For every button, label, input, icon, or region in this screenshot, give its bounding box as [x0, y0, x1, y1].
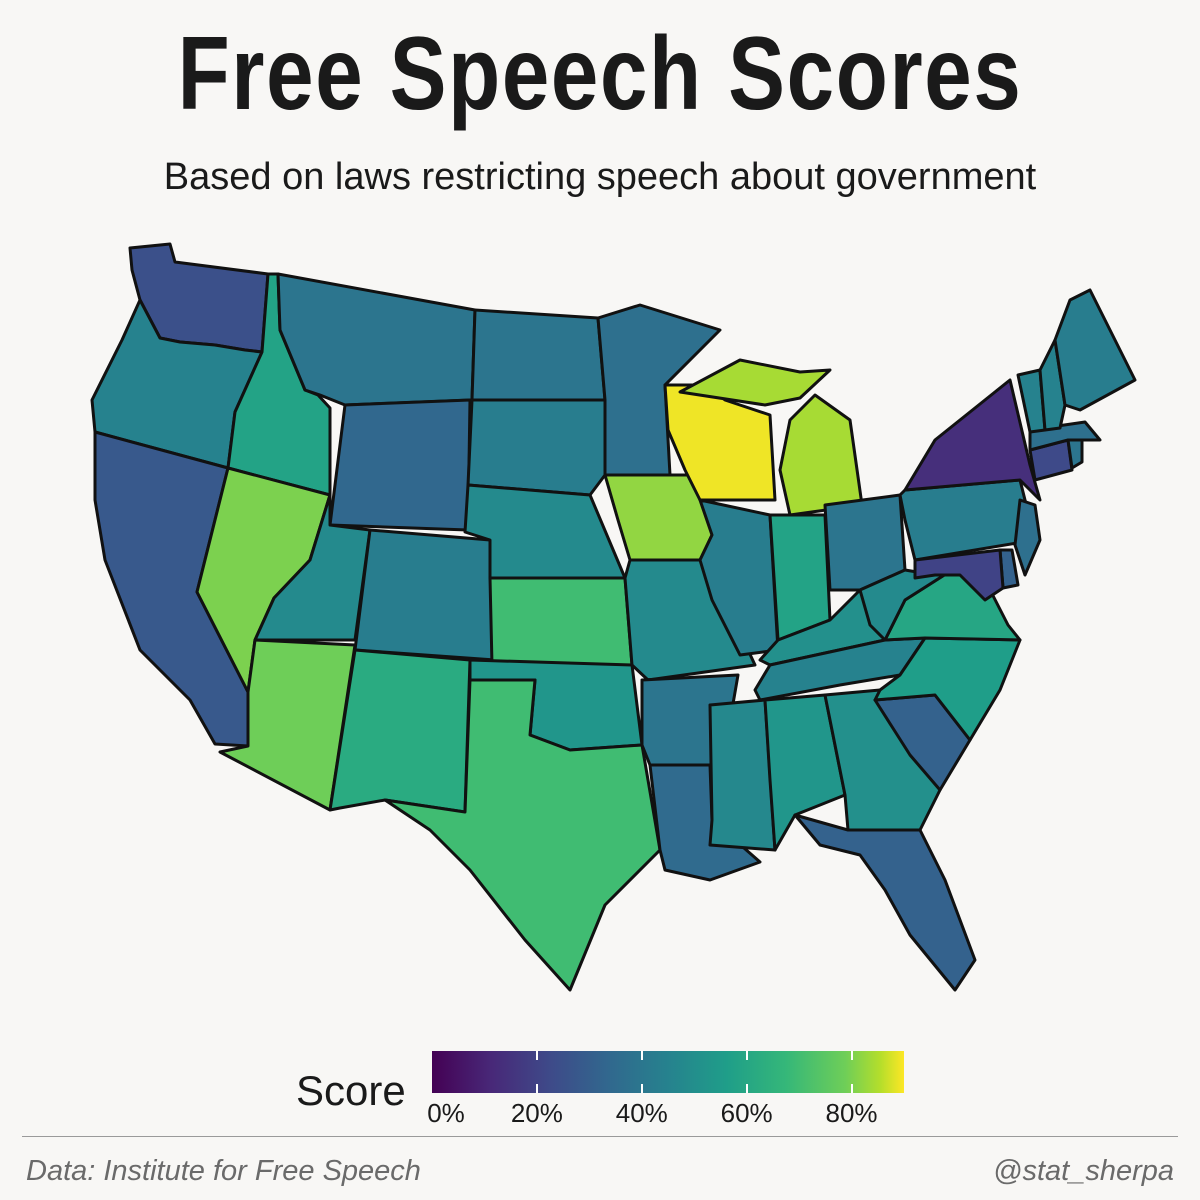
- state-nc: [873, 636, 1022, 742]
- state-ne: [463, 483, 627, 580]
- state-tx: [383, 678, 662, 992]
- state-md: [913, 548, 1005, 602]
- legend-colorbar: [432, 1051, 904, 1093]
- state-ny: [903, 378, 1042, 502]
- legend-tick-label: 0%: [427, 1098, 465, 1128]
- footer-divider: [22, 1136, 1178, 1137]
- state-nm: [328, 648, 472, 814]
- author-credit: @stat_sherpa: [993, 1155, 1174, 1187]
- legend-tick-mark: [745, 1051, 748, 1093]
- state-me: [1053, 288, 1137, 412]
- state-in: [768, 513, 832, 642]
- state-nd: [470, 308, 607, 402]
- state-mt: [276, 272, 477, 407]
- state-nj: [1013, 498, 1042, 577]
- state-ri: [1066, 438, 1084, 470]
- state-wv: [858, 563, 962, 642]
- state-fl: [793, 813, 977, 992]
- legend-tick-label: 40%: [615, 1098, 668, 1128]
- state-ks: [488, 576, 634, 667]
- state-wy: [328, 398, 472, 532]
- legend-tick-mark: [640, 1051, 643, 1093]
- chart-subtitle: Based on laws restricting speech about g…: [163, 156, 1037, 198]
- state-co: [353, 528, 497, 662]
- legend-tick-label: 20%: [510, 1098, 563, 1128]
- legend-tick-mark: [850, 1051, 853, 1093]
- legend-tick-label: 80%: [825, 1098, 878, 1128]
- chart-title: Free Speech Scores: [177, 16, 1023, 132]
- legend-tick-label: 60%: [720, 1098, 773, 1128]
- state-nh: [1038, 338, 1067, 432]
- state-sd: [466, 398, 607, 497]
- state-ms: [708, 698, 777, 852]
- state-ut: [253, 493, 372, 642]
- legend-tick-mark: [535, 1051, 538, 1093]
- legend-title: Score: [296, 1067, 406, 1114]
- source-note: Data: Institute for Free Speech: [26, 1155, 421, 1187]
